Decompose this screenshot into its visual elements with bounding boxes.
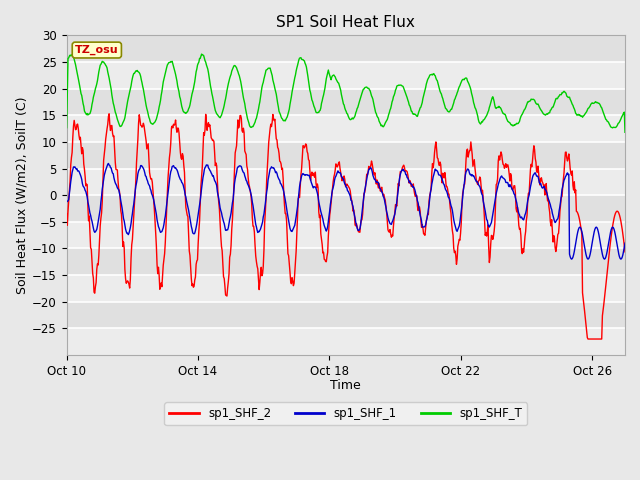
Title: SP1 Soil Heat Flux: SP1 Soil Heat Flux [276, 15, 415, 30]
Bar [67, 115, 625, 142]
Bar [67, 62, 625, 89]
Bar [67, 168, 625, 195]
Bar [67, 222, 625, 249]
Bar [67, 249, 625, 275]
Bar [67, 328, 625, 355]
X-axis label: Time: Time [330, 379, 361, 392]
Legend: sp1_SHF_2, sp1_SHF_1, sp1_SHF_T: sp1_SHF_2, sp1_SHF_1, sp1_SHF_T [164, 402, 527, 425]
Bar [67, 36, 625, 62]
Bar [67, 302, 625, 328]
Bar [67, 142, 625, 168]
Bar [67, 195, 625, 222]
Bar [67, 89, 625, 115]
Bar [67, 275, 625, 302]
Y-axis label: Soil Heat Flux (W/m2), SoilT (C): Soil Heat Flux (W/m2), SoilT (C) [15, 96, 28, 294]
Text: TZ_osu: TZ_osu [75, 45, 118, 55]
